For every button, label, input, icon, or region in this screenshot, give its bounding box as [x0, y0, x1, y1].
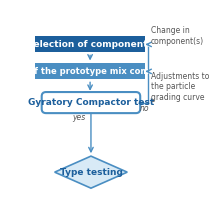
- Text: Gyratory Compactor test: Gyratory Compactor test: [28, 98, 154, 107]
- Text: Design of the prototype mix composition: Design of the prototype mix composition: [0, 67, 187, 76]
- Bar: [35, 63, 145, 79]
- Text: yes: yes: [72, 113, 86, 122]
- Polygon shape: [55, 156, 127, 188]
- Text: Change in
component(s): Change in component(s): [151, 26, 204, 46]
- Bar: [35, 36, 145, 52]
- Text: Selection of components: Selection of components: [27, 40, 153, 49]
- Text: no: no: [139, 104, 149, 113]
- FancyBboxPatch shape: [42, 92, 140, 113]
- Text: Adjustments to
the particle
grading curve: Adjustments to the particle grading curv…: [151, 72, 209, 102]
- Text: Type testing: Type testing: [60, 168, 122, 177]
